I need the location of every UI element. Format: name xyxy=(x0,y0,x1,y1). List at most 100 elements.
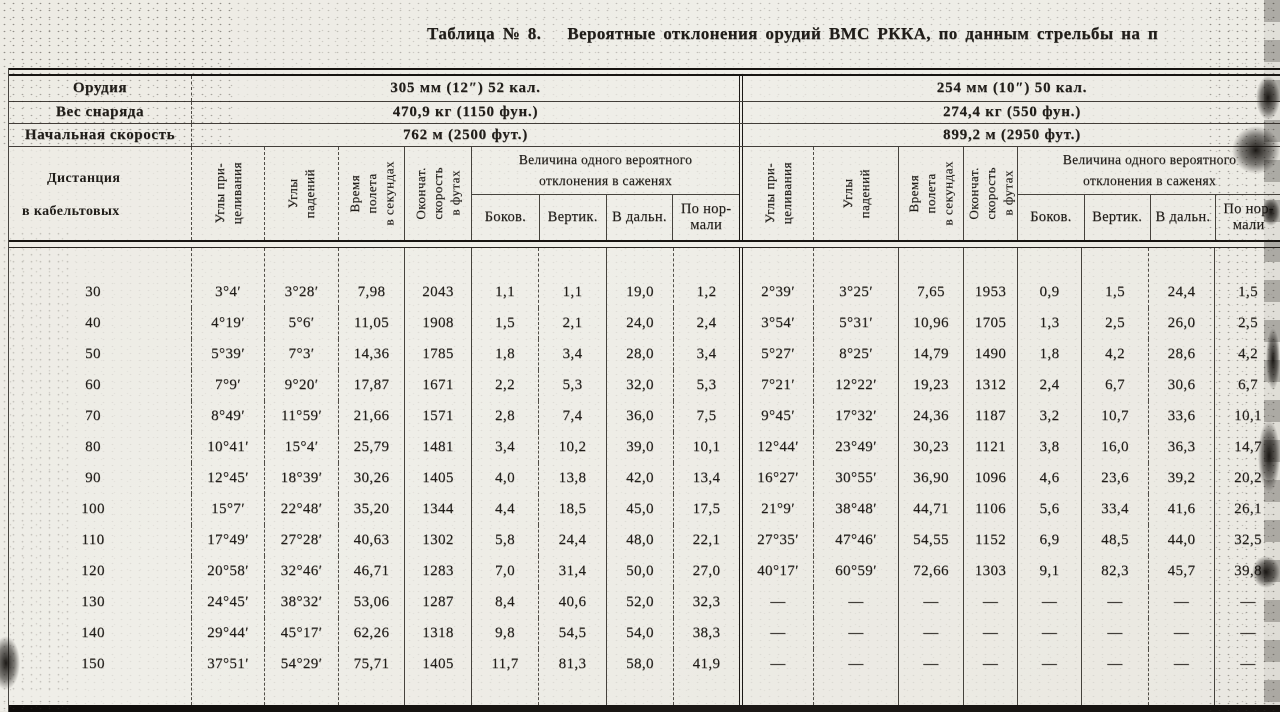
value-cell: 48,0 xyxy=(606,525,673,556)
value-cell: 35,20 xyxy=(338,494,404,525)
value-cell: 24,36 xyxy=(898,401,963,432)
value-cell: 3°28′ xyxy=(264,248,338,308)
table-title: Таблица № 8. Вероятные отклонения орудий … xyxy=(427,24,1280,44)
value-cell: 19,0 xyxy=(606,248,673,308)
value-cell: 3°25′ xyxy=(813,248,898,308)
table-row: 40 4°19′ 5°6′ 11,05 1908 1,5 2,1 24,0 2,4 3°54′ 5°… xyxy=(9,308,1280,339)
value-cell: 3°54′ xyxy=(739,308,813,339)
value-cell: 16°27′ xyxy=(739,463,813,494)
value-cell: 2043 xyxy=(404,248,471,308)
value-cell: 1571 xyxy=(404,401,471,432)
value-cell: 11°59′ xyxy=(264,401,338,432)
value-cell: 5,3 xyxy=(538,370,606,401)
value-cell: 38°32′ xyxy=(264,587,338,618)
value-cell: 24,0 xyxy=(606,308,673,339)
header-dev-lateral-right: Боков. xyxy=(1030,208,1072,225)
value-cell: 60°59′ xyxy=(813,556,898,587)
header-dev-vertical-right: Вертик. xyxy=(1083,195,1150,240)
value-cell: 1405 xyxy=(404,649,471,705)
value-cell: 17,5 xyxy=(673,494,739,525)
distance-cell: 120 xyxy=(81,563,105,579)
value-cell: — xyxy=(739,649,813,705)
table-row: 30 3°4′ 3°28′ 7,98 2043 1,1 1,1 19,0 1,2 2°39′ 3°2… xyxy=(9,248,1280,308)
meta-value-guns-left: 305 мм (12″) 52 кал. xyxy=(191,76,739,101)
ballistics-table: Орудия 305 мм (12″) 52 кал. 254 мм (10″)… xyxy=(8,68,1280,712)
value-cell: 37°51′ xyxy=(191,649,264,705)
meta-row-muzzle-velocity: Начальная скорость 762 м (2500 фут.) 899… xyxy=(9,124,1280,147)
value-cell: 23,6 xyxy=(1081,463,1148,494)
value-cell: 2,1 xyxy=(538,308,606,339)
value-cell: 28,6 xyxy=(1148,339,1214,370)
value-cell: 36,0 xyxy=(606,401,673,432)
value-cell: 12°44′ xyxy=(739,432,813,463)
value-cell: 32,3 xyxy=(673,587,739,618)
value-cell: 7,98 xyxy=(338,248,404,308)
value-cell: — xyxy=(813,587,898,618)
value-cell: 22,1 xyxy=(673,525,739,556)
value-cell: — xyxy=(813,649,898,705)
value-cell: — xyxy=(898,649,963,705)
value-cell: — xyxy=(739,618,813,649)
value-cell: 1705 xyxy=(963,308,1017,339)
header-deviation-subcols-right: Боков. Вертик. В дальн. По нор- мали xyxy=(1018,195,1280,240)
value-cell: 19,23 xyxy=(898,370,963,401)
value-cell: 46,71 xyxy=(338,556,404,587)
header-flight-time-right: Время полета в секундах xyxy=(898,147,963,240)
value-cell: 39,0 xyxy=(606,432,673,463)
value-cell: 5°31′ xyxy=(813,308,898,339)
value-cell: — xyxy=(1081,649,1148,705)
meta-value-muzzle-velocity-left: 762 м (2500 фут.) xyxy=(191,124,739,146)
table-top-rule xyxy=(9,68,1280,76)
table-row: 150 37°51′ 54°29′ 75,71 1405 11,7 81,3 58,0 41,9… xyxy=(9,649,1280,705)
value-cell: 3°4′ xyxy=(191,248,264,308)
value-cell: 36,3 xyxy=(1148,432,1214,463)
value-cell: 1908 xyxy=(404,308,471,339)
value-cell: 32°46′ xyxy=(264,556,338,587)
distance-cell: 90 xyxy=(85,470,101,486)
value-cell: 24,4 xyxy=(538,525,606,556)
value-cell: 4,0 xyxy=(471,463,538,494)
value-cell: 20,2 xyxy=(1214,463,1280,494)
value-cell: 45,0 xyxy=(606,494,673,525)
value-cell: 41,6 xyxy=(1148,494,1214,525)
value-cell: 26,1 xyxy=(1214,494,1280,525)
value-cell: 1283 xyxy=(404,556,471,587)
value-cell: 4,2 xyxy=(1081,339,1148,370)
value-cell: 10,2 xyxy=(538,432,606,463)
value-cell: 13,8 xyxy=(538,463,606,494)
value-cell: 1096 xyxy=(963,463,1017,494)
header-dev-normal-left: По нор- мали xyxy=(672,195,739,240)
value-cell: 20°58′ xyxy=(191,556,264,587)
meta-label-shell-weight: Вес снаряда xyxy=(55,104,145,120)
value-cell: 28,0 xyxy=(606,339,673,370)
value-cell: — xyxy=(1017,587,1081,618)
value-cell: 4,4 xyxy=(471,494,538,525)
value-cell: 27°35′ xyxy=(739,525,813,556)
value-cell: 30°55′ xyxy=(813,463,898,494)
value-cell: 24°45′ xyxy=(191,587,264,618)
value-cell: — xyxy=(963,618,1017,649)
value-cell: 39,2 xyxy=(1148,463,1214,494)
value-cell: 3,4 xyxy=(471,432,538,463)
value-cell: — xyxy=(1017,618,1081,649)
value-cell: 2,4 xyxy=(673,308,739,339)
value-cell: — xyxy=(1017,649,1081,705)
header-dev-vertical-left: Вертик. xyxy=(538,195,606,240)
value-cell: 8°49′ xyxy=(191,401,264,432)
header-deviation-title-right: Величина одного вероятного отклонения в … xyxy=(1018,147,1280,195)
meta-label-muzzle-velocity: Начальная скорость xyxy=(24,126,176,143)
table-bottom-rule xyxy=(9,705,1280,712)
value-cell: 7,65 xyxy=(898,248,963,308)
value-cell: 13,4 xyxy=(673,463,739,494)
header-dev-normal-right: По нор- мали xyxy=(1215,195,1280,240)
value-cell: — xyxy=(1081,618,1148,649)
value-cell: 9,8 xyxy=(471,618,538,649)
value-cell: 9°45′ xyxy=(739,401,813,432)
value-cell: 1785 xyxy=(404,339,471,370)
header-fall-angle-left: Углы падений xyxy=(264,147,338,240)
value-cell: 33,4 xyxy=(1081,494,1148,525)
meta-value-guns-right: 254 мм (10″) 50 кал. xyxy=(739,76,1280,101)
table-row: 100 15°7′ 22°48′ 35,20 1344 4,4 18,5 45,0 17,5 21… xyxy=(9,494,1280,525)
value-cell: 18°39′ xyxy=(264,463,338,494)
